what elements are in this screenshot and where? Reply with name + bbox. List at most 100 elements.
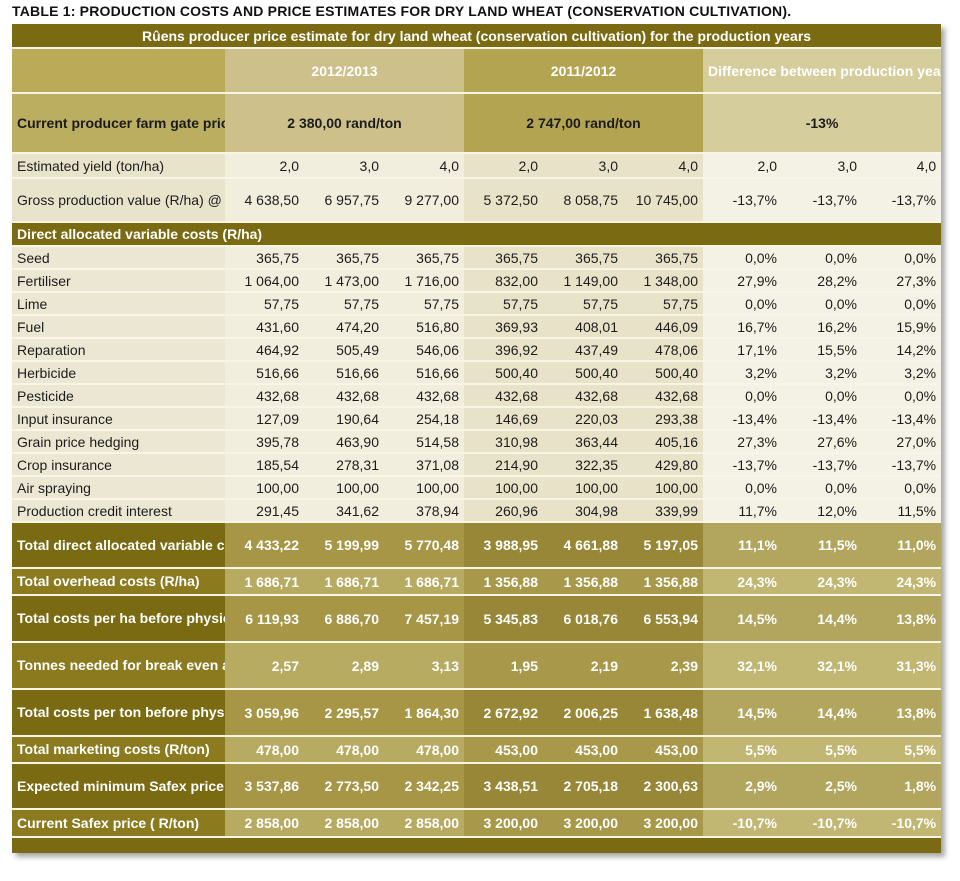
cell-value: 291,45 xyxy=(225,499,304,523)
cell-value: 369,93 xyxy=(464,315,543,339)
cell-value: 11,5% xyxy=(862,499,942,523)
total-row: Current Safex price ( R/ton) 2 858,00 2 85… xyxy=(12,809,942,838)
row-label: Total costs per ton before physical mark… xyxy=(12,689,225,737)
row-label: Input insurance xyxy=(12,407,225,431)
cell-value: 0,0% xyxy=(703,384,782,408)
cell-value: 32,1% xyxy=(703,642,782,690)
cell-value: 5,5% xyxy=(782,736,862,764)
cell-value: 2 858,00 xyxy=(384,809,464,838)
cell-value: 2 300,63 xyxy=(623,763,703,810)
cell-value: 0,0% xyxy=(782,246,862,270)
cell-value: 57,75 xyxy=(225,292,304,316)
cell-value: 363,44 xyxy=(543,430,623,454)
price-row: Current producer farm gate prices for th… xyxy=(12,93,942,154)
cost-row: Lime 57,75 57,75 57,75 57,75 57,75 57,75 0,0% 0,… xyxy=(12,292,942,316)
cell-value: 396,92 xyxy=(464,338,543,362)
cell-value: 0,0% xyxy=(703,476,782,500)
cell-value: 6 018,76 xyxy=(543,595,623,643)
cell-value: 453,00 xyxy=(623,736,703,764)
cell-value: 4 433,22 xyxy=(225,522,304,569)
cell-value: 3,0 xyxy=(782,153,862,179)
cell-value: 9 277,00 xyxy=(384,178,464,223)
cost-row: Herbicide 516,66 516,66 516,66 500,40 500,40 5… xyxy=(12,361,942,385)
cell-value: 446,09 xyxy=(623,315,703,339)
row-label: Total overhead costs (R/ha) xyxy=(12,568,225,596)
cell-value: 185,54 xyxy=(225,453,304,477)
cell-value: 832,00 xyxy=(464,269,543,293)
cell-value: 500,40 xyxy=(543,361,623,385)
cell-value: 5 770,48 xyxy=(384,522,464,569)
cost-row: Fuel 431,60 474,20 516,80 369,93 408,01 446,09… xyxy=(12,315,942,339)
cell-value: 365,75 xyxy=(304,246,384,270)
cell-value: 0,0% xyxy=(862,246,942,270)
cell-value: 27,3% xyxy=(862,269,942,293)
cell-value: 3 200,00 xyxy=(464,809,543,838)
cell-value: 214,90 xyxy=(464,453,543,477)
cell-value: 2 342,25 xyxy=(384,763,464,810)
cell-value: 0,0% xyxy=(862,384,942,408)
cell-value: 127,09 xyxy=(225,407,304,431)
cell-value: -10,7% xyxy=(862,809,942,838)
cell-value: 4 638,50 xyxy=(225,178,304,223)
cell-value: -13,7% xyxy=(782,453,862,477)
cost-row: Pesticide 432,68 432,68 432,68 432,68 432,68 4… xyxy=(12,384,942,408)
cell-value: 322,35 xyxy=(543,453,623,477)
section-row: Direct allocated variable costs (R/ha) xyxy=(12,222,942,247)
cell-value: -13,7% xyxy=(703,453,782,477)
total-row: Expected minimum Safex price without pro… xyxy=(12,763,942,810)
row-label: Production credit interest xyxy=(12,499,225,523)
cell-value: 17,1% xyxy=(703,338,782,362)
cell-value: 16,7% xyxy=(703,315,782,339)
cell-value: 6 119,93 xyxy=(225,595,304,643)
cell-value: 190,64 xyxy=(304,407,384,431)
cost-row: Input insurance 127,09 190,64 254,18 146,69 2… xyxy=(12,407,942,431)
cell-value: 57,75 xyxy=(543,292,623,316)
cell-value: 12,0% xyxy=(782,499,862,523)
cell-value: 278,31 xyxy=(304,453,384,477)
cell-value: 1 356,88 xyxy=(543,568,623,596)
row-label: Expected minimum Safex price without pro… xyxy=(12,763,225,810)
cell-value: 3 438,51 xyxy=(464,763,543,810)
cell-value: 3 537,86 xyxy=(225,763,304,810)
cell-value: 1 686,71 xyxy=(384,568,464,596)
cell-value: 2,19 xyxy=(543,642,623,690)
cell-value: 310,98 xyxy=(464,430,543,454)
cell-value: 57,75 xyxy=(384,292,464,316)
cell-value: 0,0% xyxy=(703,292,782,316)
cell-value: 0,0% xyxy=(782,476,862,500)
cell-value: -10,7% xyxy=(703,809,782,838)
price-difference: -13% xyxy=(703,93,942,154)
row-label: Herbicide xyxy=(12,361,225,385)
total-row: Total marketing costs (R/ton) 478,00 478,0… xyxy=(12,736,942,764)
cell-value: 1 473,00 xyxy=(304,269,384,293)
row-label: Total direct allocated variable cost (R/… xyxy=(12,522,225,569)
cell-value: 14,4% xyxy=(782,595,862,643)
cell-value: 514,58 xyxy=(384,430,464,454)
cell-value: 11,5% xyxy=(782,522,862,569)
cell-value: 27,3% xyxy=(703,430,782,454)
cell-value: 2,0 xyxy=(464,153,543,179)
cell-value: 4,0 xyxy=(862,153,942,179)
cell-value: 365,75 xyxy=(543,246,623,270)
cell-value: 293,38 xyxy=(623,407,703,431)
cell-value: 100,00 xyxy=(464,476,543,500)
cell-value: 463,90 xyxy=(304,430,384,454)
cell-value: 6 886,70 xyxy=(304,595,384,643)
cell-value: 5 197,05 xyxy=(623,522,703,569)
table-frame: Rûens producer price estimate for dry la… xyxy=(12,24,942,853)
row-label: Grain price hedging xyxy=(12,430,225,454)
cell-value: 2,0 xyxy=(703,153,782,179)
cell-value: 254,18 xyxy=(384,407,464,431)
cell-value: 2 773,50 xyxy=(304,763,384,810)
cell-value: 6 957,75 xyxy=(304,178,384,223)
cell-value: 11,1% xyxy=(703,522,782,569)
cell-value: 57,75 xyxy=(304,292,384,316)
cell-value: 500,40 xyxy=(623,361,703,385)
row-label: Total marketing costs (R/ton) xyxy=(12,736,225,764)
cell-value: 365,75 xyxy=(623,246,703,270)
cell-value: 0,0% xyxy=(782,384,862,408)
cell-value: -10,7% xyxy=(782,809,862,838)
cell-value: 24,3% xyxy=(782,568,862,596)
cell-value: 2,57 xyxy=(225,642,304,690)
cell-value: 5 199,99 xyxy=(304,522,384,569)
